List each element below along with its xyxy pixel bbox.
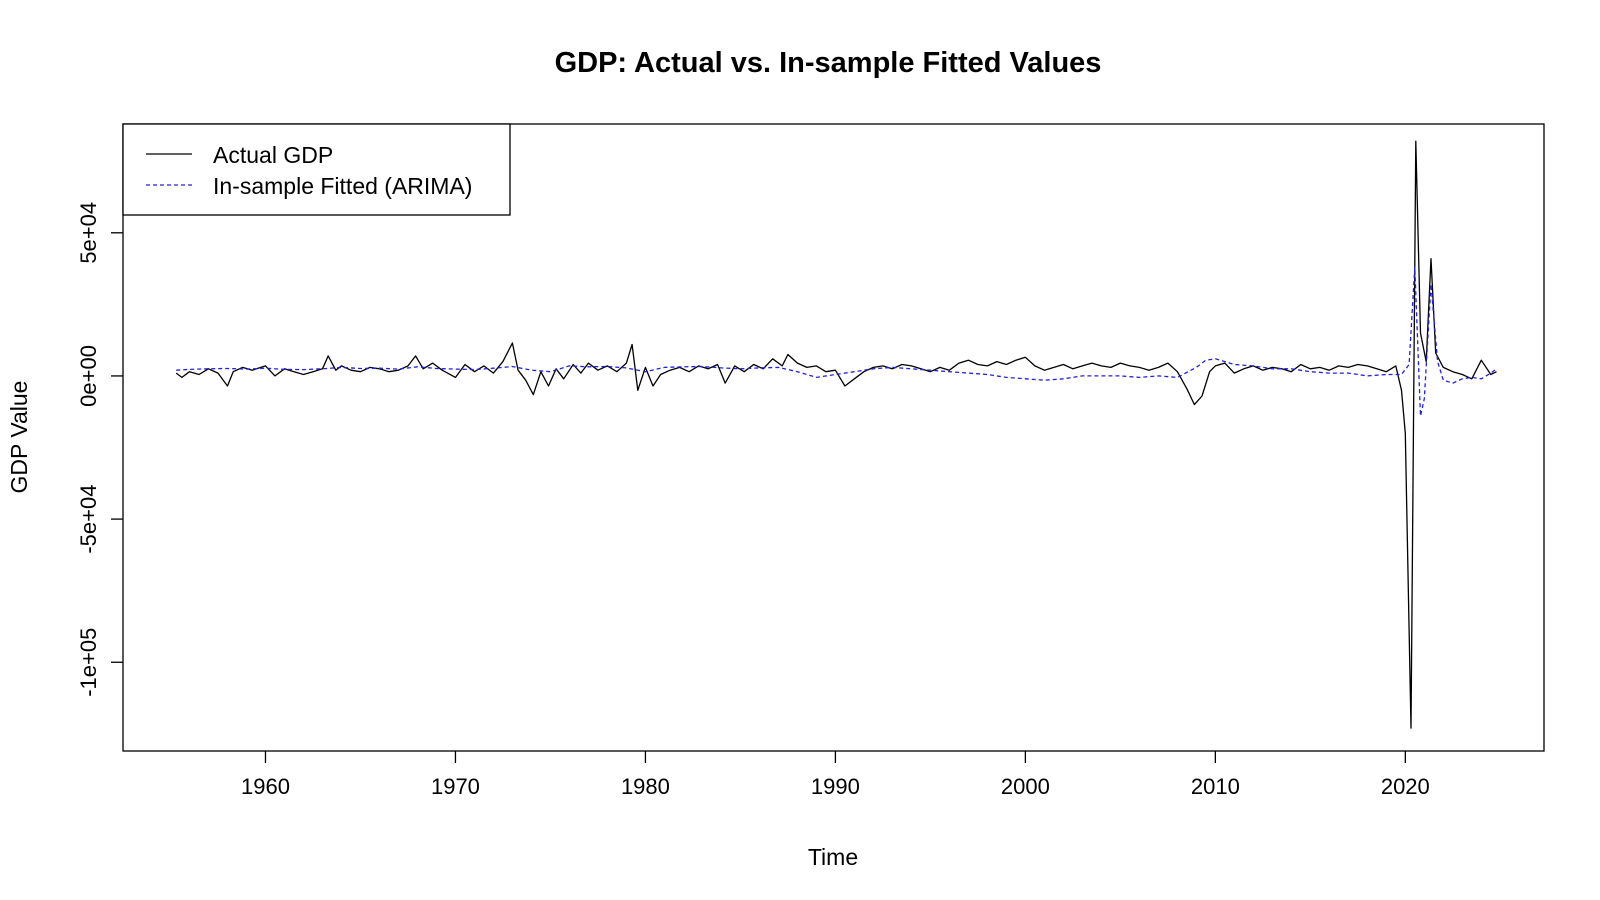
series-line-fitted-arima <box>176 266 1497 417</box>
legend: Actual GDP In-sample Fitted (ARIMA) <box>122 123 511 216</box>
legend-label-fitted-arima: In-sample Fitted (ARIMA) <box>213 173 472 199</box>
x-axis: 1960 1970 1980 1990 2000 2010 2020 <box>241 751 1430 799</box>
x-tick-label-1980: 1980 <box>621 774 670 799</box>
y-tick-label-3: 5e+04 <box>76 202 101 264</box>
series-layer <box>175 140 1497 729</box>
x-tick-label-1990: 1990 <box>811 774 860 799</box>
x-tick-label-2000: 2000 <box>1001 774 1050 799</box>
x-tick-label-2010: 2010 <box>1191 774 1240 799</box>
y-axis-label: GDP Value <box>6 381 32 494</box>
plot-area <box>122 123 1545 752</box>
x-tick-label-1960: 1960 <box>241 774 290 799</box>
legend-box <box>122 123 511 216</box>
series-line-actual-gdp <box>175 140 1497 729</box>
x-axis-label: Time <box>808 844 858 870</box>
x-tick-label-1970: 1970 <box>431 774 480 799</box>
chart-title: GDP: Actual vs. In-sample Fitted Values <box>555 47 1102 79</box>
y-tick-label-0: -1e+05 <box>76 628 101 697</box>
y-tick-label-2: 0e+00 <box>76 345 101 407</box>
legend-label-actual-gdp: Actual GDP <box>213 142 333 168</box>
x-tick-label-2020: 2020 <box>1381 774 1430 799</box>
y-tick-label-1: -5e+04 <box>76 485 101 554</box>
y-axis: -1e+05 -5e+04 0e+00 5e+04 <box>76 202 123 697</box>
